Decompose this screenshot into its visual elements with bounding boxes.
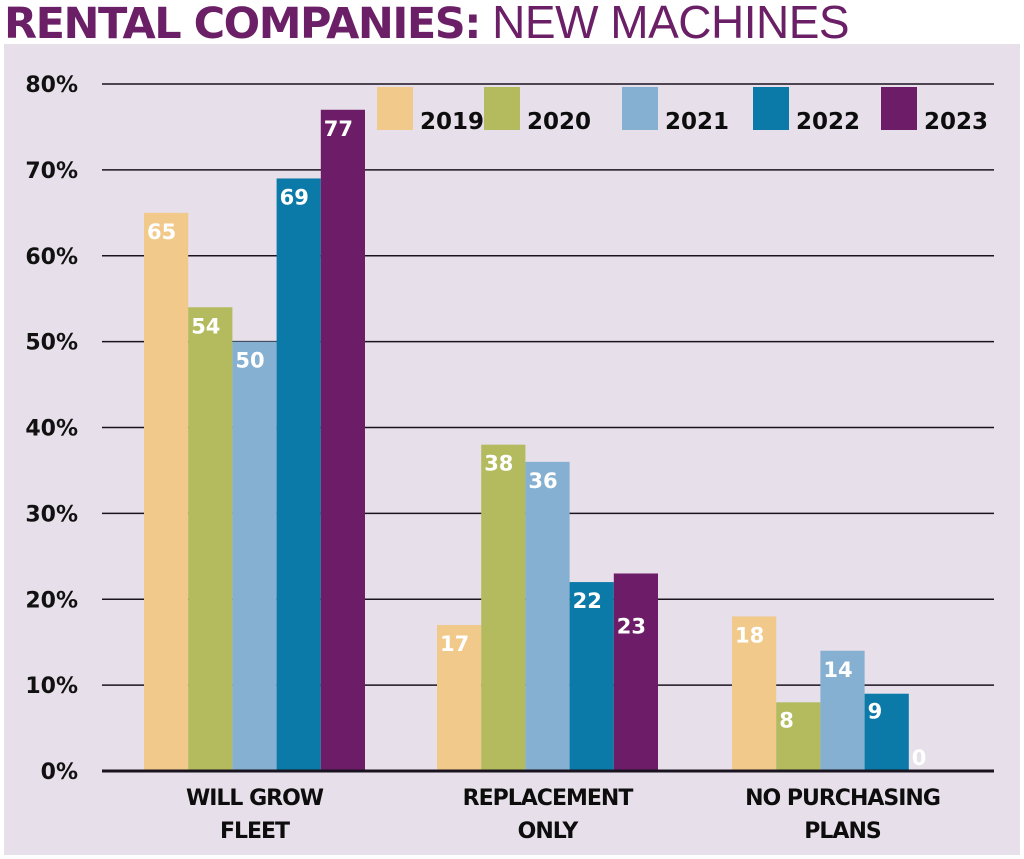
- x-category-label: ONLY: [518, 819, 580, 844]
- y-tick-label: 20%: [25, 588, 78, 613]
- y-tick-label: 0%: [41, 760, 78, 785]
- bar-2019: [437, 625, 482, 770]
- y-tick-label: 30%: [25, 502, 78, 527]
- data-label: 0: [912, 746, 927, 770]
- x-category-label: PLANS: [804, 819, 881, 844]
- bar-2020: [188, 307, 233, 770]
- chart-title-bold: RENTAL COMPANIES:: [4, 0, 481, 49]
- data-label: 77: [324, 117, 353, 141]
- data-label: 23: [617, 614, 646, 638]
- bar-2019: [732, 616, 777, 770]
- bar-2021: [525, 461, 570, 770]
- legend-swatch-2020: [484, 87, 520, 130]
- bar-2022: [276, 178, 321, 770]
- data-label: 14: [823, 658, 852, 682]
- bar-2020: [481, 444, 526, 770]
- x-category-label: WILL GROW: [186, 786, 324, 811]
- x-category-label: FLEET: [220, 819, 290, 844]
- y-axis-ticks: 0% 10% 20% 30% 40% 50% 60% 70% 80%: [25, 73, 78, 785]
- data-label: 9: [868, 700, 883, 724]
- y-tick-label: 70%: [25, 159, 78, 184]
- x-category-label: NO PURCHASING: [745, 786, 940, 811]
- chart-title: RENTAL COMPANIES: NEW MACHINES: [4, 0, 850, 50]
- data-label: 69: [280, 185, 309, 209]
- legend-label-2019: 2019: [420, 109, 484, 135]
- legend-swatch-2019: [377, 87, 413, 130]
- legend-swatch-2022: [753, 87, 789, 130]
- data-labels: 65 54 50 69 77 17 38 36 22 23 18 8 14 9 0: [147, 117, 926, 770]
- data-label: 38: [484, 452, 513, 476]
- legend-label-2022: 2022: [796, 109, 860, 135]
- legend-swatch-2023: [881, 87, 917, 130]
- data-label: 17: [440, 632, 469, 656]
- legend-swatch-2021: [622, 87, 658, 130]
- legend: 2019 2020 2021 2022 2023: [377, 87, 988, 135]
- legend-label-2021: 2021: [665, 109, 729, 135]
- bars: [144, 109, 909, 770]
- legend-label-2023: 2023: [924, 109, 988, 135]
- bar-2022: [569, 582, 614, 770]
- data-label: 36: [528, 469, 557, 493]
- chart-title-light: NEW MACHINES: [492, 0, 850, 48]
- bar-2023: [613, 573, 658, 770]
- y-tick-label: 50%: [25, 331, 78, 356]
- bar-2019: [144, 212, 189, 770]
- legend-label-2020: 2020: [527, 109, 591, 135]
- data-label: 8: [779, 708, 794, 732]
- bar-2021: [232, 341, 277, 770]
- data-label: 65: [147, 220, 176, 244]
- y-tick-label: 10%: [25, 674, 78, 699]
- bar-2020: [776, 702, 821, 770]
- bar-2022: [864, 693, 909, 770]
- y-tick-label: 60%: [25, 245, 78, 270]
- data-label: 18: [735, 623, 764, 647]
- x-category-label: REPLACEMENT: [463, 786, 634, 811]
- y-tick-label: 80%: [25, 73, 78, 98]
- x-axis-categories: WILL GROW FLEET REPLACEMENT ONLY NO PURCHASI…: [186, 786, 941, 844]
- data-label: 54: [191, 314, 220, 338]
- bar-2021: [820, 650, 865, 770]
- data-label: 50: [235, 349, 264, 373]
- data-label: 22: [573, 589, 602, 613]
- bar-2023: [320, 109, 365, 770]
- y-tick-label: 40%: [25, 417, 78, 442]
